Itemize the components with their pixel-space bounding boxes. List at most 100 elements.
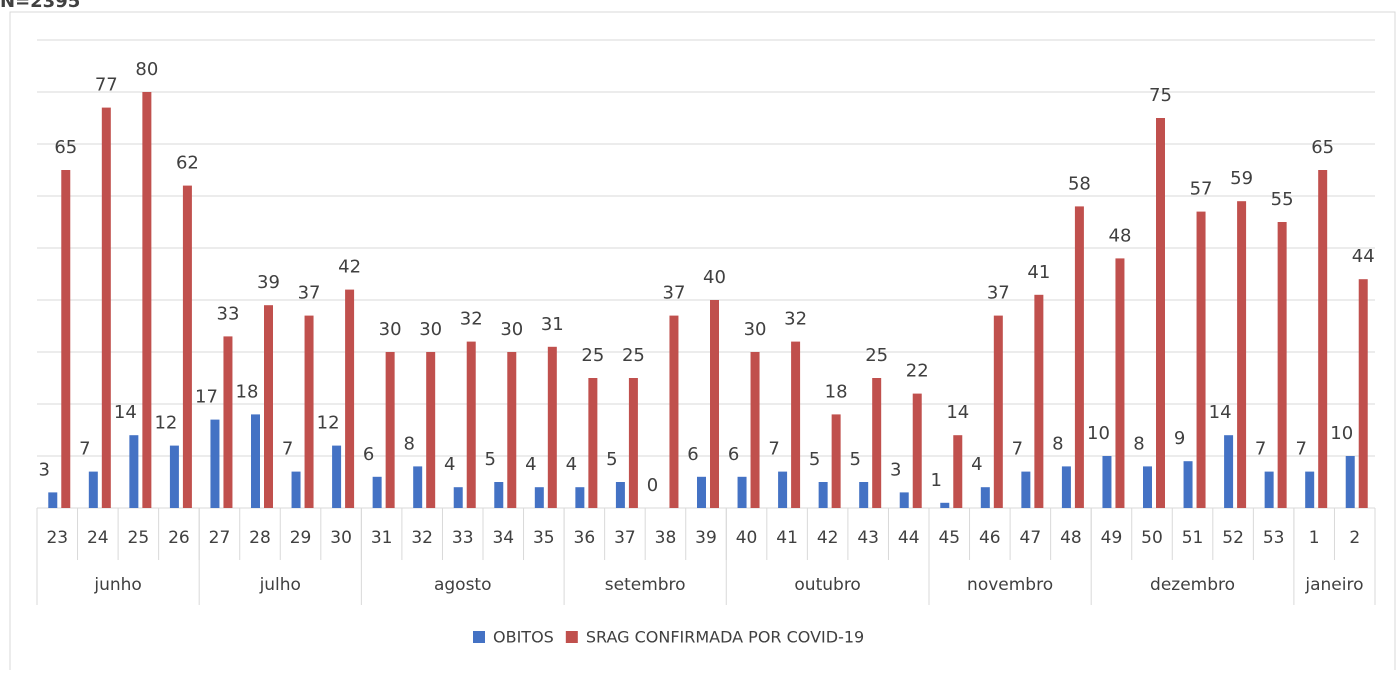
data-label: 18 [236, 381, 259, 402]
bar [142, 92, 152, 508]
data-label: 5 [849, 449, 860, 470]
x-tick-label: 44 [898, 528, 920, 548]
data-label: 4 [566, 454, 577, 475]
bar [61, 170, 71, 508]
x-tick-label: 39 [695, 528, 717, 548]
data-label: 5 [485, 449, 496, 470]
x-tick-label: 33 [452, 528, 474, 548]
data-label: 32 [784, 309, 807, 330]
data-label: 22 [906, 361, 929, 382]
data-label: 7 [1255, 439, 1266, 460]
data-label: 12 [154, 413, 177, 434]
data-label: 30 [744, 319, 767, 340]
x-tick-label: 37 [614, 528, 636, 548]
bar [413, 466, 423, 508]
legend-swatch [565, 631, 578, 643]
bar [101, 107, 111, 508]
data-label: 55 [1271, 189, 1294, 210]
data-label: 0 [647, 475, 658, 496]
data-label: 7 [768, 439, 779, 460]
bar [1264, 471, 1274, 508]
data-label: 25 [581, 345, 604, 366]
legend-swatch [473, 631, 485, 643]
bar [372, 476, 382, 508]
x-tick-label: 35 [533, 528, 555, 548]
bar [304, 315, 314, 508]
bar [588, 378, 598, 508]
group-label: outubro [794, 575, 860, 595]
data-label: 48 [1109, 225, 1132, 246]
bar [859, 482, 869, 508]
data-label: 7 [282, 439, 293, 460]
x-tick-label: 52 [1222, 528, 1244, 548]
bar [1102, 456, 1112, 508]
bar [332, 445, 342, 508]
bar [575, 487, 585, 508]
bar [547, 346, 557, 508]
group-label: novembro [967, 575, 1053, 595]
bar [426, 352, 436, 508]
x-tick-label: 25 [128, 528, 150, 548]
x-tick-label: 46 [979, 528, 1001, 548]
x-tick-label: 42 [817, 528, 839, 548]
bar [210, 419, 220, 508]
data-label: 41 [1027, 262, 1050, 283]
chart-border [9, 11, 1396, 674]
x-tick-label: 27 [209, 528, 231, 548]
x-tick-label: 40 [736, 528, 758, 548]
x-tick-label: 23 [46, 528, 68, 548]
data-label: 18 [825, 381, 848, 402]
data-label: 65 [54, 137, 77, 158]
data-label: 9 [1174, 428, 1185, 449]
x-tick-label: 38 [655, 528, 677, 548]
bar [993, 315, 1003, 508]
data-label: 33 [217, 303, 240, 324]
bar [1061, 466, 1071, 508]
data-label: 3 [39, 459, 50, 480]
x-tick-label: 28 [249, 528, 271, 548]
data-label: 58 [1068, 173, 1091, 194]
data-label: 32 [460, 309, 483, 330]
bar [534, 487, 544, 508]
data-label: 62 [176, 153, 199, 174]
bar [697, 476, 706, 508]
data-label: 4 [971, 454, 982, 475]
bar [628, 378, 638, 508]
data-label: 37 [298, 283, 321, 304]
bar [872, 378, 882, 508]
x-tick-label: 41 [776, 528, 798, 548]
data-label: 25 [622, 345, 645, 366]
bar [615, 482, 625, 508]
bar [1305, 471, 1315, 508]
bar [1156, 118, 1165, 508]
data-label: 57 [1190, 179, 1213, 200]
group-label: julho [259, 575, 301, 595]
data-label: 42 [338, 257, 361, 278]
data-label: 8 [1052, 433, 1063, 454]
data-label: 6 [363, 444, 374, 465]
bar [791, 341, 801, 508]
group-label: junho [93, 575, 141, 595]
data-label: 44 [1352, 246, 1375, 267]
bar [385, 352, 395, 508]
data-label: 14 [946, 402, 969, 423]
bar [940, 502, 950, 508]
bar [980, 487, 990, 508]
bar [1345, 456, 1355, 508]
bar [88, 471, 98, 508]
bar [48, 492, 58, 508]
x-tick-label: 2 [1349, 528, 1360, 548]
x-tick-label: 1 [1309, 528, 1320, 548]
data-label: 30 [500, 319, 523, 340]
bar [818, 482, 828, 508]
bar [466, 341, 476, 508]
bar [345, 289, 355, 508]
data-label: 10 [1330, 423, 1353, 444]
group-label: dezembro [1150, 575, 1235, 595]
bar [953, 435, 963, 508]
bar [912, 393, 922, 508]
x-tick-label: 49 [1101, 528, 1123, 548]
bar [169, 445, 179, 508]
data-label: 8 [403, 433, 414, 454]
bar [1115, 258, 1125, 508]
